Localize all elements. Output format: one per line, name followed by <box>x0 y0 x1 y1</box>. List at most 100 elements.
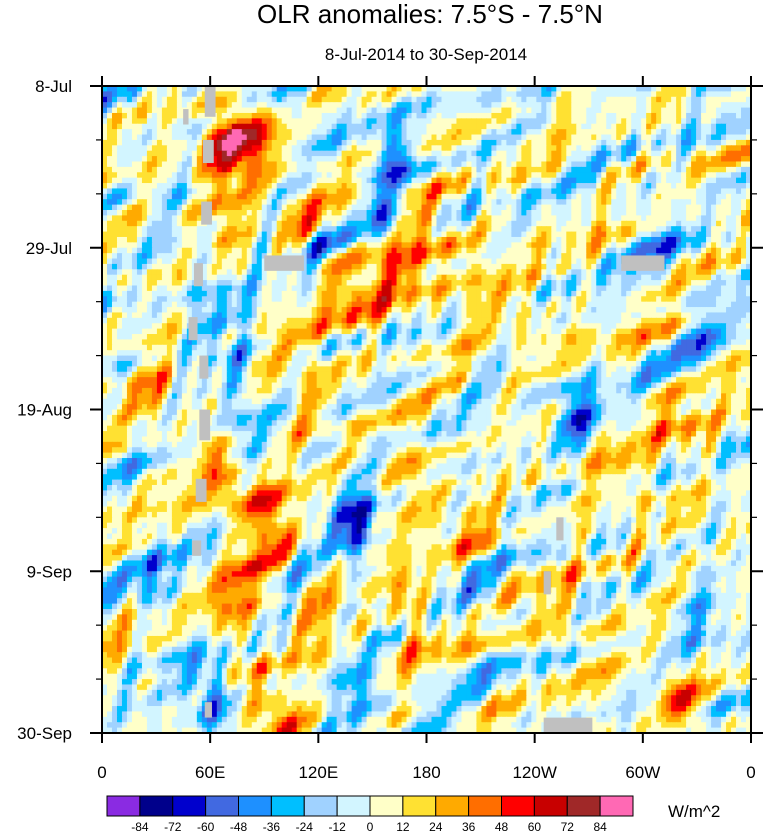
anomaly-cell <box>701 204 707 211</box>
anomaly-cell <box>661 193 667 200</box>
anomaly-cell <box>161 129 168 136</box>
anomaly-cell <box>121 253 128 260</box>
anomaly-cell <box>221 166 228 173</box>
anomaly-cell <box>251 285 258 292</box>
anomaly-cell <box>426 285 433 292</box>
anomaly-cell <box>491 161 497 168</box>
anomaly-cell <box>301 118 308 125</box>
anomaly-cell <box>461 220 468 227</box>
anomaly-cell <box>356 285 363 292</box>
anomaly-cell <box>321 86 328 92</box>
anomaly-cell <box>131 285 138 292</box>
anomaly-cell <box>566 242 572 249</box>
anomaly-cell <box>301 145 308 152</box>
anomaly-cell <box>691 193 697 200</box>
anomaly-cell <box>696 269 702 276</box>
anomaly-cell <box>376 139 383 146</box>
anomaly-cell <box>416 156 423 163</box>
anomaly-cell <box>216 204 223 211</box>
anomaly-cell <box>411 247 418 254</box>
anomaly-cell <box>181 215 188 222</box>
anomaly-cell <box>176 242 183 249</box>
anomaly-cell <box>126 188 133 195</box>
anomaly-cell <box>671 102 677 109</box>
anomaly-cell <box>571 226 577 233</box>
anomaly-cell <box>496 91 502 98</box>
anomaly-cell <box>291 280 298 287</box>
anomaly-cell <box>421 269 428 276</box>
anomaly-cell <box>661 134 667 141</box>
anomaly-cell <box>186 285 193 292</box>
anomaly-cell <box>256 193 263 200</box>
anomaly-cell <box>366 258 373 265</box>
anomaly-cell <box>336 172 343 179</box>
anomaly-cell <box>661 166 667 173</box>
anomaly-cell <box>191 210 198 216</box>
anomaly-cell <box>246 258 253 265</box>
anomaly-cell <box>701 112 707 119</box>
anomaly-cell <box>691 263 697 270</box>
anomaly-cell <box>746 263 752 270</box>
anomaly-cell <box>191 236 198 243</box>
anomaly-cell <box>321 242 328 249</box>
anomaly-cell <box>391 236 398 243</box>
anomaly-cell <box>196 204 203 211</box>
anomaly-cell <box>551 139 557 146</box>
anomaly-cell <box>221 183 228 190</box>
anomaly-cell <box>521 96 527 103</box>
anomaly-cell <box>106 280 113 287</box>
anomaly-cell <box>131 269 138 276</box>
anomaly-cell <box>271 204 278 211</box>
anomaly-cell <box>321 129 328 136</box>
anomaly-cell <box>441 220 448 227</box>
anomaly-cell <box>141 188 148 195</box>
anomaly-cell <box>102 172 108 179</box>
anomaly-cell <box>636 231 642 238</box>
anomaly-cell <box>231 263 238 270</box>
anomaly-cell <box>121 247 128 254</box>
anomaly-cell <box>621 150 627 157</box>
anomaly-cell <box>476 199 483 206</box>
anomaly-cell <box>686 280 692 287</box>
anomaly-cell <box>581 231 587 238</box>
anomaly-cell <box>661 274 667 281</box>
anomaly-cell <box>731 231 737 238</box>
anomaly-cell <box>321 215 328 222</box>
anomaly-cell <box>521 215 527 222</box>
anomaly-cell <box>161 145 168 152</box>
anomaly-cell <box>106 285 113 292</box>
anomaly-cell <box>286 193 293 200</box>
anomaly-cell <box>491 285 497 292</box>
anomaly-cell <box>371 118 378 125</box>
anomaly-cell <box>501 177 507 184</box>
anomaly-cell <box>106 193 113 200</box>
anomaly-cell <box>671 96 677 103</box>
anomaly-cell <box>296 129 303 136</box>
anomaly-cell <box>601 204 607 211</box>
anomaly-cell <box>641 118 647 125</box>
anomaly-cell <box>516 210 522 216</box>
anomaly-cell <box>166 188 173 195</box>
anomaly-cell <box>406 204 413 211</box>
anomaly-cell <box>356 193 363 200</box>
anomaly-cell <box>211 290 218 297</box>
anomaly-cell <box>541 193 547 200</box>
anomaly-cell <box>306 210 313 216</box>
anomaly-cell <box>466 156 473 163</box>
anomaly-cell <box>716 172 722 179</box>
anomaly-cell <box>411 258 418 265</box>
anomaly-cell <box>581 161 587 168</box>
anomaly-cell <box>231 226 238 233</box>
anomaly-cell <box>666 269 672 276</box>
anomaly-cell <box>561 247 567 254</box>
anomaly-cell <box>446 150 453 157</box>
anomaly-cell <box>556 150 562 157</box>
anomaly-cell <box>181 172 188 179</box>
anomaly-cell <box>576 161 582 168</box>
anomaly-cell <box>336 280 343 287</box>
anomaly-cell <box>151 172 158 179</box>
anomaly-cell <box>336 96 343 103</box>
anomaly-cell <box>636 166 642 173</box>
anomaly-cell <box>271 118 278 125</box>
anomaly-cell <box>401 199 408 206</box>
